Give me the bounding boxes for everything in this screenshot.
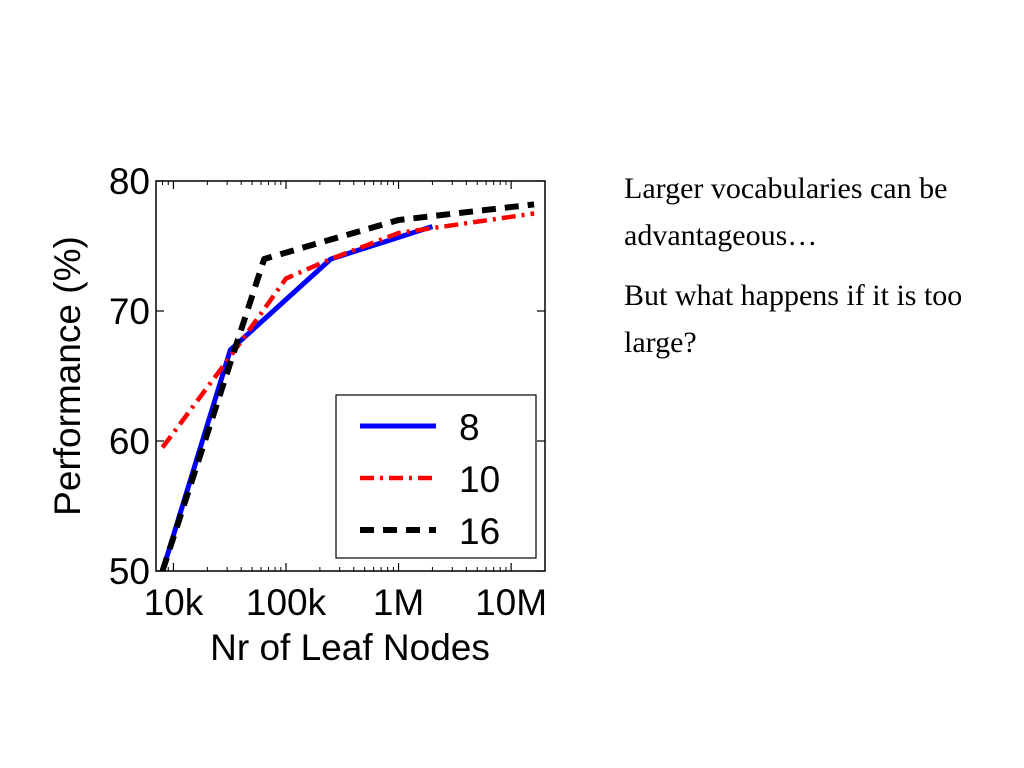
- paragraph-larger-vocabularies: Larger vocabularies can be advantageous…: [624, 172, 948, 253]
- x-tick-label: 10M: [475, 582, 547, 623]
- series-lines: [159, 201, 535, 572]
- legend-label-8: 8: [459, 407, 480, 448]
- y-tick-label: 80: [109, 161, 150, 202]
- x-tick-label: 10k: [144, 582, 204, 623]
- x-tick-label: 100k: [246, 582, 327, 623]
- paragraph-too-large-question: But what happens if it is too large?: [624, 278, 963, 360]
- x-tick-label: 1M: [373, 582, 424, 623]
- series-line-10: [160, 211, 535, 449]
- plot-frame: [155, 180, 546, 572]
- y-axis-label: Performance (%): [47, 236, 88, 516]
- y-tick-label: 70: [109, 291, 150, 332]
- slide-text: Larger vocabularies can be advantageous……: [624, 165, 1004, 379]
- y-tick-label: 60: [109, 421, 150, 462]
- series-line-16: [159, 201, 535, 572]
- x-axis-label: Nr of Leaf Nodes: [210, 627, 490, 668]
- legend-label-16: 16: [459, 511, 500, 552]
- tick-labels: 10k 100k 1M 10M 50 60 70 80: [109, 161, 547, 623]
- y-tick-label: 50: [109, 551, 150, 592]
- performance-chart: 10k 100k 1M 10M 50 60 70 80 Nr of Leaf Nodes Pe…: [47, 161, 547, 668]
- legend-label-10: 10: [459, 459, 500, 500]
- legend: 8 10 16: [335, 394, 537, 559]
